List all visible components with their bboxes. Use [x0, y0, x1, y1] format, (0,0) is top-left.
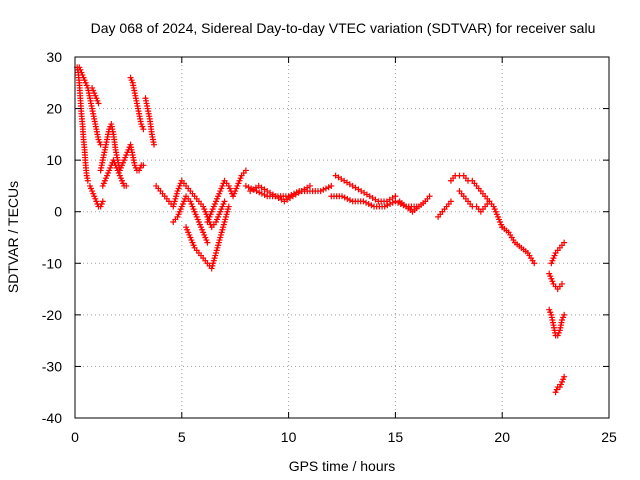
y-tick-label: 20: [46, 101, 62, 117]
y-tick-label: -20: [42, 307, 62, 323]
x-tick-label: 25: [601, 429, 617, 445]
data-point: [559, 280, 566, 287]
x-tick-label: 5: [178, 429, 186, 445]
data-point: [84, 177, 91, 184]
data-point: [242, 182, 249, 189]
data-point: [306, 182, 313, 189]
series-sdtvar_r: [447, 172, 506, 231]
data-point: [140, 162, 147, 169]
series-sdtvar_a: [76, 64, 104, 148]
data-point: [317, 188, 324, 195]
series-sdtvar_x: [552, 373, 568, 396]
plot-frame: [74, 56, 610, 419]
data-point: [561, 311, 568, 318]
y-axis-label: SDTVAR / TECUs: [5, 181, 21, 293]
data-point: [151, 141, 158, 148]
series-sdtvar_v: [548, 239, 568, 267]
data-point: [426, 193, 433, 200]
grid-layer: [75, 57, 609, 418]
data-point: [95, 100, 102, 107]
x-tick-label: 15: [388, 429, 404, 445]
data-point: [320, 186, 327, 193]
data-point: [258, 190, 265, 197]
data-point: [242, 167, 249, 174]
data-point: [360, 198, 367, 205]
data-point: [221, 198, 228, 205]
series-sdtvar_p: [396, 193, 433, 215]
data-point: [531, 260, 538, 267]
x-axis-label: GPS time / hours: [289, 458, 396, 474]
data-point: [97, 141, 104, 148]
data-point: [325, 184, 332, 191]
y-tick-label: 0: [54, 204, 62, 220]
data-point: [328, 182, 335, 189]
data-point: [347, 197, 354, 204]
series-sdtvar_s: [456, 188, 493, 215]
data-point: [363, 199, 370, 206]
data-point: [261, 191, 268, 198]
data-point: [339, 193, 345, 200]
data-point: [561, 373, 568, 380]
series-sdtvar_m: [247, 182, 313, 205]
data-point: [344, 195, 351, 202]
data-point: [256, 189, 263, 196]
data-point: [365, 200, 372, 207]
data-point: [140, 126, 147, 133]
series-sdtvar_q: [435, 198, 454, 220]
series-sdtvar_w: [546, 306, 568, 339]
data-point: [99, 198, 106, 205]
series-sdtvar_g: [142, 95, 158, 148]
x-tick-label: 20: [494, 429, 510, 445]
data-point: [245, 184, 252, 191]
y-tick-label: -40: [42, 410, 62, 426]
series-sdtvar_d: [97, 121, 147, 174]
data-point: [381, 203, 388, 210]
y-tick-label: 30: [46, 49, 62, 65]
data-point: [322, 185, 329, 192]
data-marks: [74, 64, 568, 396]
series-sdtvar_t: [499, 224, 538, 267]
series-sdtvar_k: [204, 167, 249, 226]
x-tick-label: 10: [281, 429, 297, 445]
ticks-layer: 0 5 10 15 20 25 -40 -30 -20 -10 0 10 20 30: [42, 49, 617, 445]
y-tick-label: -30: [42, 358, 62, 374]
data-point: [253, 188, 260, 195]
data-point: [486, 198, 493, 205]
series-sdtvar_j: [183, 203, 232, 272]
data-point: [368, 202, 375, 209]
data-point: [204, 239, 211, 246]
series-sdtvar_c: [89, 84, 102, 107]
series-sdtvar_o: [332, 172, 399, 205]
data-point: [225, 203, 232, 210]
y-tick-label: 10: [46, 152, 62, 168]
series-sdtvar_u: [546, 270, 566, 293]
data-point: [447, 198, 454, 205]
x-tick-label: 0: [71, 429, 79, 445]
series-sdtvar_f: [127, 74, 147, 133]
series-sdtvar_b: [86, 182, 106, 210]
data-point: [392, 193, 399, 200]
data-point: [561, 239, 568, 246]
y-tick-label: -10: [42, 255, 62, 271]
chart-title: Day 068 of 2024, Sidereal Day-to-day VTE…: [91, 20, 596, 36]
series-sdtvar_e: [99, 157, 130, 189]
data-point: [341, 194, 348, 201]
series-sdtvar_i: [170, 193, 211, 246]
data-point: [123, 182, 130, 189]
